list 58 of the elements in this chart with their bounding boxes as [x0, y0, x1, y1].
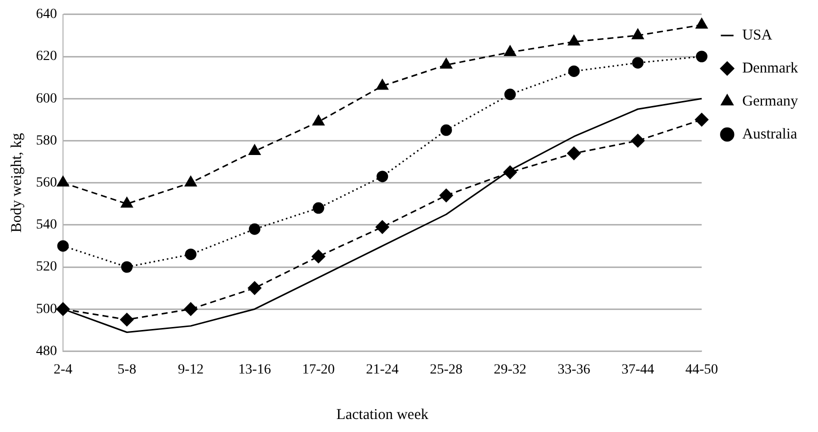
y-tick-label: 540	[36, 218, 57, 233]
y-tick-label: 520	[36, 260, 57, 275]
y-axis-title: Body weight, kg	[8, 132, 25, 233]
y-tick-label: 600	[36, 91, 57, 106]
point	[440, 58, 452, 69]
point	[56, 302, 70, 316]
point	[248, 223, 260, 235]
x-tick-label: 37-44	[621, 362, 654, 378]
point	[120, 197, 133, 208]
x-tick-label: 17-20	[302, 362, 335, 378]
point	[631, 134, 645, 148]
x-tick-label: 29-32	[494, 362, 526, 378]
point	[439, 188, 453, 202]
point	[696, 18, 708, 29]
point	[57, 240, 69, 252]
point	[376, 220, 390, 234]
point	[312, 202, 324, 214]
point	[567, 146, 581, 160]
y-tick-label: 640	[36, 7, 57, 22]
legend-label: USA	[742, 27, 772, 44]
point	[632, 28, 644, 40]
y-tick-label: 500	[36, 302, 57, 317]
legend-label: Germany	[742, 93, 798, 110]
y-tick-label: 560	[36, 175, 57, 190]
point	[440, 124, 452, 136]
point	[248, 144, 261, 155]
point	[376, 79, 388, 90]
legend-label: Denmark	[742, 60, 798, 76]
legend-label: Australia	[742, 126, 798, 142]
point	[312, 115, 324, 126]
point	[632, 57, 644, 69]
point	[504, 46, 516, 56]
x-tick-label: 33-36	[558, 362, 590, 378]
y-tick-label: 480	[36, 344, 57, 359]
x-tick-label: 21-24	[366, 362, 399, 378]
x-tick-label: 2-4	[54, 362, 72, 378]
point	[376, 170, 388, 182]
point	[504, 88, 516, 100]
point	[57, 176, 69, 187]
x-tick-label: 44-50	[685, 362, 718, 378]
y-tick-label: 620	[36, 49, 57, 64]
x-tick-label: 13-16	[238, 362, 271, 378]
y-tick-label: 580	[36, 133, 57, 148]
x-tick-label: 25-28	[430, 362, 463, 378]
point	[568, 65, 580, 77]
point	[568, 35, 580, 46]
point	[121, 261, 133, 273]
point	[312, 250, 326, 264]
point	[184, 176, 197, 187]
point	[248, 281, 262, 295]
x-tick-label: 5-8	[118, 362, 136, 378]
point	[696, 50, 708, 62]
point	[694, 112, 708, 126]
x-tick-label: 9-12	[178, 362, 204, 378]
x-axis-title: Lactation week	[336, 406, 429, 423]
point	[184, 248, 196, 260]
point	[120, 312, 134, 326]
point	[184, 302, 198, 316]
